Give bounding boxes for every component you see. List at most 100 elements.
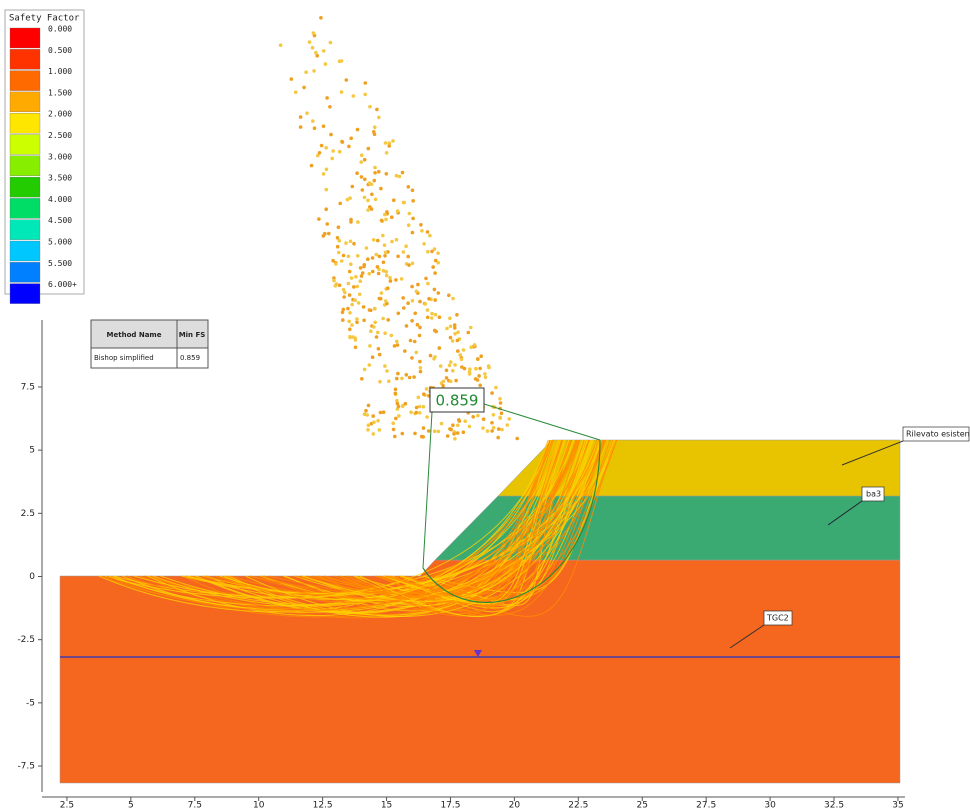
slip-center <box>344 78 349 82</box>
slip-center <box>360 188 365 192</box>
slip-center <box>379 186 383 191</box>
slip-center <box>341 318 345 322</box>
slip-center <box>424 276 428 281</box>
slip-center <box>461 430 466 435</box>
slip-center <box>355 320 359 325</box>
slip-center <box>420 229 424 233</box>
slip-center <box>348 334 352 339</box>
slip-center <box>410 230 415 235</box>
slip-center <box>448 427 452 431</box>
material-label-box <box>861 486 885 502</box>
slip-center <box>394 278 398 282</box>
slip-center <box>355 127 360 132</box>
slip-center <box>453 332 457 336</box>
slip-center <box>454 378 458 383</box>
slip-center <box>437 346 442 350</box>
slip-center <box>387 141 392 145</box>
slip-center <box>417 333 422 338</box>
slip-center <box>330 156 335 161</box>
slip-center <box>349 136 354 141</box>
slip-center <box>432 357 436 361</box>
legend-swatch <box>9 70 41 91</box>
slip-center <box>381 316 385 321</box>
slip-center <box>321 234 326 238</box>
slip-center <box>456 330 460 335</box>
slip-center <box>384 269 389 274</box>
slip-center <box>278 43 283 47</box>
slip-center <box>328 105 332 109</box>
slip-center <box>455 431 460 435</box>
slip-center <box>411 199 416 203</box>
slip-center <box>347 293 352 297</box>
slip-center <box>374 335 379 339</box>
slip-center <box>389 333 394 338</box>
slip-center <box>377 254 382 259</box>
slip-center <box>355 317 359 321</box>
legend-swatch <box>9 219 41 240</box>
slip-center <box>422 242 426 246</box>
slip-center <box>323 62 328 66</box>
table-header-cell: Min FS <box>179 331 206 339</box>
slip-center <box>414 350 419 355</box>
slip-center <box>364 408 368 413</box>
slip-center <box>456 349 460 353</box>
legend-label: 1.000 <box>48 67 72 76</box>
slip-center <box>450 339 455 343</box>
slip-center <box>395 398 399 403</box>
slip-center <box>371 432 376 436</box>
slip-center <box>369 207 374 211</box>
slip-center <box>373 165 377 170</box>
slip-center <box>421 426 426 430</box>
slip-center <box>452 323 457 327</box>
slip-center <box>441 384 445 388</box>
x-tick-label: 22.5 <box>568 801 588 809</box>
slip-center <box>372 306 377 311</box>
slip-center <box>451 423 455 428</box>
slip-center <box>359 160 364 164</box>
slip-center <box>396 404 401 409</box>
legend-label: 4.500 <box>48 216 72 225</box>
slip-center <box>332 278 336 283</box>
slip-center <box>384 273 389 278</box>
legend-label: 2.500 <box>48 131 72 140</box>
slip-center <box>474 366 478 371</box>
legend-label: 5.000 <box>48 238 72 247</box>
slip-center <box>452 432 456 436</box>
slip-center <box>394 416 398 421</box>
legend-swatch <box>9 283 41 304</box>
slip-center <box>337 59 342 64</box>
slip-center <box>321 172 326 176</box>
x-tick-label: 15 <box>381 801 392 809</box>
slip-center <box>366 403 371 408</box>
slip-center <box>432 429 437 434</box>
slip-center <box>381 268 386 273</box>
slip-center <box>363 177 367 182</box>
slip-centers <box>278 15 519 441</box>
slip-center <box>358 279 363 284</box>
slip-center <box>321 49 326 53</box>
material-label: TGC2 <box>766 614 789 623</box>
slip-center <box>387 379 391 384</box>
slip-center <box>349 262 353 267</box>
slip-center <box>445 434 450 438</box>
slip-center <box>393 391 398 396</box>
slip-center <box>494 385 498 390</box>
x-tick-label: 12.5 <box>313 801 333 809</box>
slip-center <box>466 330 471 335</box>
slip-center <box>346 254 351 259</box>
slip-center <box>490 391 494 395</box>
slip-center <box>369 329 373 334</box>
slip-center <box>305 111 309 115</box>
slip-center <box>377 169 381 174</box>
slip-center <box>399 277 404 281</box>
slip-center <box>421 435 426 439</box>
slip-center <box>432 287 437 292</box>
slip-center <box>400 170 405 175</box>
slip-center <box>444 368 449 373</box>
slip-center <box>388 276 392 280</box>
slip-center <box>340 140 345 144</box>
slip-center <box>362 195 367 200</box>
slip-center <box>425 308 430 312</box>
slip-center <box>362 318 366 323</box>
slip-center <box>416 282 420 287</box>
